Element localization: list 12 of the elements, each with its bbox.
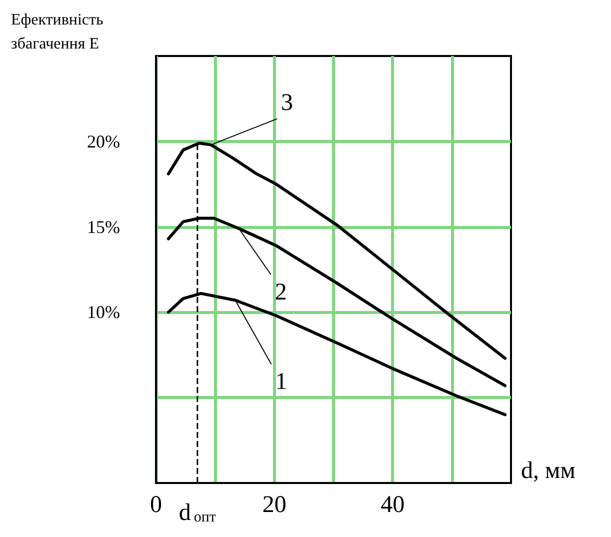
legend-label: 2 xyxy=(274,280,287,306)
x-axis-title: d, мм xyxy=(521,458,576,484)
y-tick-label: 15% xyxy=(87,216,120,237)
ref-line-label: dопт xyxy=(178,500,216,526)
y-tick-label: 20% xyxy=(87,131,120,152)
y-axis-title: Ефективність збагачення Е xyxy=(11,12,104,52)
series-label: 1 xyxy=(275,369,288,396)
text: 3 xyxy=(281,90,294,116)
x-tick-label: 20 xyxy=(262,492,286,518)
x-tick-label: 0 xyxy=(150,492,162,518)
y-tick-label: 10% xyxy=(87,302,120,322)
x-tick-label: 40 xyxy=(380,492,405,518)
